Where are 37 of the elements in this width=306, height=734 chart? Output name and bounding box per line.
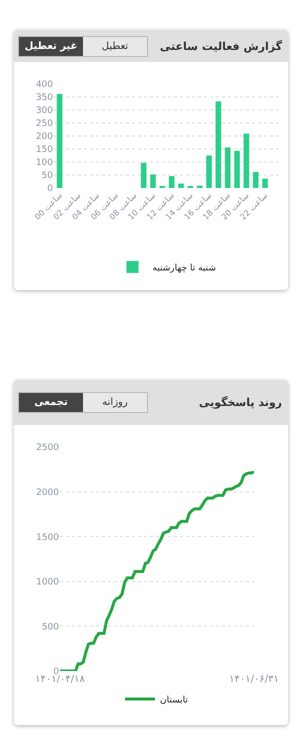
y-tick-label: 300	[36, 106, 54, 116]
y-tick-label: 250	[36, 119, 54, 130]
bar	[56, 94, 62, 188]
bar	[216, 101, 222, 188]
text: تجمعی	[19, 393, 83, 412]
legend-label: شنبه تا چهارشنبه	[152, 263, 216, 274]
bar	[252, 172, 259, 188]
chart-title: روند پاسخگویی	[198, 396, 282, 409]
chart-title: گزارش فعالیت ساعتی	[160, 40, 282, 52]
bar	[168, 176, 174, 188]
y-tick-label: 100	[36, 158, 54, 168]
bar	[224, 147, 230, 188]
y-tick-label: 2000	[36, 488, 60, 498]
bar	[206, 156, 212, 188]
bar	[234, 150, 240, 188]
bar	[262, 178, 268, 188]
bar	[140, 162, 146, 188]
line-series	[60, 470, 254, 671]
y-tick-label: 500	[42, 622, 60, 632]
y-tick-label: 400	[36, 80, 54, 90]
y-tick-label: 50	[42, 171, 54, 182]
y-tick-label: 0	[47, 184, 54, 194]
y-tick-label: 1500	[36, 532, 60, 543]
text: روزانه	[83, 393, 147, 412]
y-tick-label: 1000	[36, 578, 60, 588]
text: غیر تعطیل	[19, 36, 83, 56]
bar	[244, 134, 250, 188]
x-tick-label: ۱۴۰۱/۰۴/۱۸	[35, 674, 86, 685]
bar	[178, 184, 184, 188]
y-tick-label: 150	[36, 145, 54, 156]
y-tick-label: 200	[36, 132, 54, 142]
text: تعطیل	[83, 36, 147, 56]
bar	[150, 174, 156, 188]
y-tick-label: 350	[36, 93, 54, 104]
x-tick-label: ۱۴۰۱/۰۶/۳۱	[229, 674, 279, 685]
y-tick-label: 2500	[36, 443, 60, 454]
legend-label: تابستان	[160, 695, 188, 706]
